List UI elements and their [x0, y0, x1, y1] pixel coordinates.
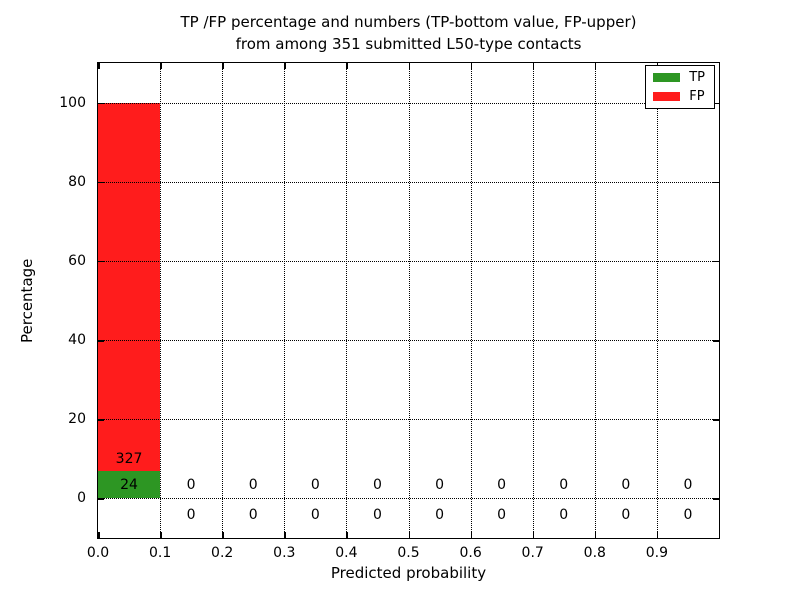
plot-area: TP FP 327 24 0 0 0 0 0 0 0 0 0 0 0 0 0 0 0 0 0 0 [97, 62, 720, 539]
y-tick-right [713, 419, 719, 421]
tp-count-label: 0 [310, 507, 320, 524]
x-gridline [532, 63, 534, 538]
legend: TP FP [645, 65, 715, 109]
x-tick-top [532, 63, 535, 69]
tp-count-label: 0 [497, 507, 507, 524]
x-tick-top [594, 63, 597, 69]
fp-count-label: 0 [372, 476, 382, 493]
fp-count-label: 0 [497, 476, 507, 493]
y-gridline [98, 102, 719, 104]
x-tick-bottom [594, 532, 597, 538]
y-tick-right [713, 498, 719, 500]
fp-bar [98, 102, 161, 472]
legend-label-fp: FP [689, 89, 705, 104]
x-tick-bottom [284, 532, 286, 538]
x-tick-label: 0.5 [397, 545, 420, 561]
legend-label-tp: TP [689, 70, 705, 85]
y-gridline [98, 181, 719, 183]
y-tick-label: 100 [59, 94, 86, 111]
x-gridline [470, 63, 472, 538]
x-tick-bottom [408, 532, 410, 538]
y-tick-left [98, 419, 104, 421]
y-tick-right [713, 102, 719, 105]
x-gridline [222, 63, 224, 538]
x-tick-bottom [532, 532, 535, 538]
x-tick-bottom [222, 532, 224, 538]
x-tick-label: 0.4 [335, 545, 358, 561]
tp-count-label: 0 [186, 507, 196, 524]
tp-bar [98, 471, 161, 499]
y-gridline [98, 260, 719, 262]
x-tick-label: 0.0 [86, 545, 110, 561]
y-tick-label: 0 [77, 490, 86, 507]
x-axis-label: Predicted probability [330, 564, 487, 582]
x-gridline [160, 63, 162, 538]
x-tick-top [284, 63, 286, 69]
x-gridline [594, 63, 596, 538]
tp-count-label: 0 [372, 507, 382, 524]
chart-title-line2: from among 351 submitted L50-type contac… [235, 35, 582, 53]
tp-count-label: 0 [248, 507, 258, 524]
tp-count-label: 0 [683, 507, 693, 524]
y-tick-left [98, 181, 104, 184]
tp-legend-swatch [653, 73, 681, 82]
y-tick-left [98, 340, 104, 342]
y-tick-label: 60 [68, 252, 86, 269]
fp-legend-swatch [653, 92, 681, 101]
x-tick-bottom [470, 532, 473, 538]
y-tick-label: 40 [68, 332, 86, 349]
x-tick-bottom [346, 532, 348, 538]
x-tick-label: 0.8 [583, 545, 606, 561]
fp-count-label: 0 [683, 476, 693, 493]
tp-count-label: 0 [559, 507, 569, 524]
y-gridline [98, 419, 719, 421]
y-gridline [98, 340, 719, 342]
fp-count-label: 0 [559, 476, 569, 493]
x-gridline [284, 63, 286, 538]
y-tick-right [713, 340, 719, 342]
x-tick-label: 0.2 [211, 545, 234, 561]
x-tick-top [222, 63, 224, 69]
y-tick-left [98, 498, 104, 500]
x-tick-bottom [98, 532, 100, 538]
x-tick-label: 0.9 [645, 545, 669, 561]
fp-count-label: 0 [186, 476, 196, 493]
y-gridline [98, 498, 719, 500]
x-tick-top [346, 63, 348, 69]
tp-count-label: 24 [120, 476, 138, 493]
y-tick-right [713, 181, 719, 184]
fp-count-label: 0 [248, 476, 258, 493]
x-tick-label: 0.6 [459, 545, 482, 561]
x-tick-top [408, 63, 410, 69]
y-tick-left [98, 260, 104, 263]
x-tick-bottom [160, 532, 162, 538]
x-tick-label: 0.7 [521, 545, 544, 561]
x-tick-top [470, 63, 473, 69]
tp-count-label: 0 [435, 507, 445, 524]
fp-count-label: 0 [310, 476, 320, 493]
x-gridline [408, 63, 410, 538]
x-gridline [346, 63, 348, 538]
y-tick-label: 80 [68, 173, 86, 190]
x-tick-top [160, 63, 162, 69]
legend-item: TP [653, 71, 705, 84]
x-tick-bottom [656, 532, 659, 538]
fp-count-label: 0 [435, 476, 445, 493]
x-gridline [656, 63, 658, 538]
chart-title: TP /FP percentage and numbers (TP-bottom… [97, 11, 720, 55]
legend-item: FP [653, 90, 705, 103]
y-tick-right [713, 260, 719, 263]
y-tick-left [98, 102, 104, 105]
x-tick-label: 0.1 [148, 545, 172, 561]
tp-count-label: 0 [621, 507, 631, 524]
chart-title-line1: TP /FP percentage and numbers (TP-bottom… [180, 13, 637, 31]
x-tick-top [98, 63, 100, 69]
fp-count-label: 327 [115, 450, 143, 467]
y-axis-label: Percentage [18, 258, 36, 343]
x-tick-label: 0.3 [273, 545, 296, 561]
fp-count-label: 0 [621, 476, 631, 493]
y-tick-label: 20 [68, 411, 86, 428]
